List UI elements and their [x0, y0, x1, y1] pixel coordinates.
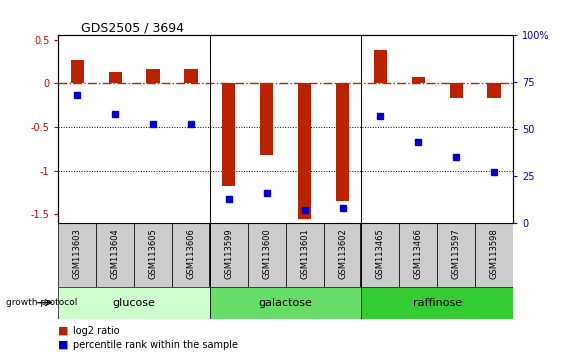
Text: GSM113605: GSM113605	[149, 228, 157, 279]
Text: GSM113602: GSM113602	[338, 228, 347, 279]
Text: log2 ratio: log2 ratio	[73, 326, 120, 336]
Text: galactose: galactose	[259, 298, 312, 308]
Bar	[475, 223, 513, 287]
Bar	[222, 84, 236, 186]
Text: GSM113598: GSM113598	[490, 228, 498, 279]
Bar	[449, 84, 463, 98]
Bar	[260, 84, 273, 155]
Bar	[399, 223, 437, 287]
Text: growth protocol: growth protocol	[6, 298, 77, 307]
Text: GSM113606: GSM113606	[187, 228, 195, 279]
Bar	[210, 223, 248, 287]
Bar	[248, 223, 286, 287]
Bar	[374, 50, 387, 84]
Text: glucose: glucose	[113, 298, 156, 308]
Bar	[96, 223, 134, 287]
Bar	[298, 84, 311, 219]
Text: GSM113604: GSM113604	[111, 228, 120, 279]
Text: ■: ■	[58, 326, 69, 336]
Bar	[361, 287, 513, 319]
Bar	[134, 223, 172, 287]
Text: raffinose: raffinose	[413, 298, 462, 308]
Text: ■: ■	[58, 340, 69, 350]
Bar	[487, 84, 501, 98]
Text: GSM113601: GSM113601	[300, 228, 309, 279]
Bar	[437, 223, 475, 287]
Bar	[58, 223, 96, 287]
Bar	[58, 287, 210, 319]
Bar	[336, 84, 349, 201]
Bar	[361, 223, 399, 287]
Bar	[108, 72, 122, 84]
Bar	[210, 287, 361, 319]
Bar	[71, 60, 84, 84]
Bar	[184, 69, 198, 84]
Text: GDS2505 / 3694: GDS2505 / 3694	[81, 21, 184, 34]
Bar	[286, 223, 324, 287]
Bar	[324, 223, 361, 287]
Text: GSM113600: GSM113600	[262, 228, 271, 279]
Bar	[412, 77, 425, 84]
Text: GSM113465: GSM113465	[376, 228, 385, 279]
Text: GSM113466: GSM113466	[414, 228, 423, 279]
Text: GSM113597: GSM113597	[452, 228, 461, 279]
Text: GSM113599: GSM113599	[224, 228, 233, 279]
Text: percentile rank within the sample: percentile rank within the sample	[73, 340, 238, 350]
Bar	[146, 69, 160, 84]
Bar	[172, 223, 210, 287]
Text: GSM113603: GSM113603	[73, 228, 82, 279]
